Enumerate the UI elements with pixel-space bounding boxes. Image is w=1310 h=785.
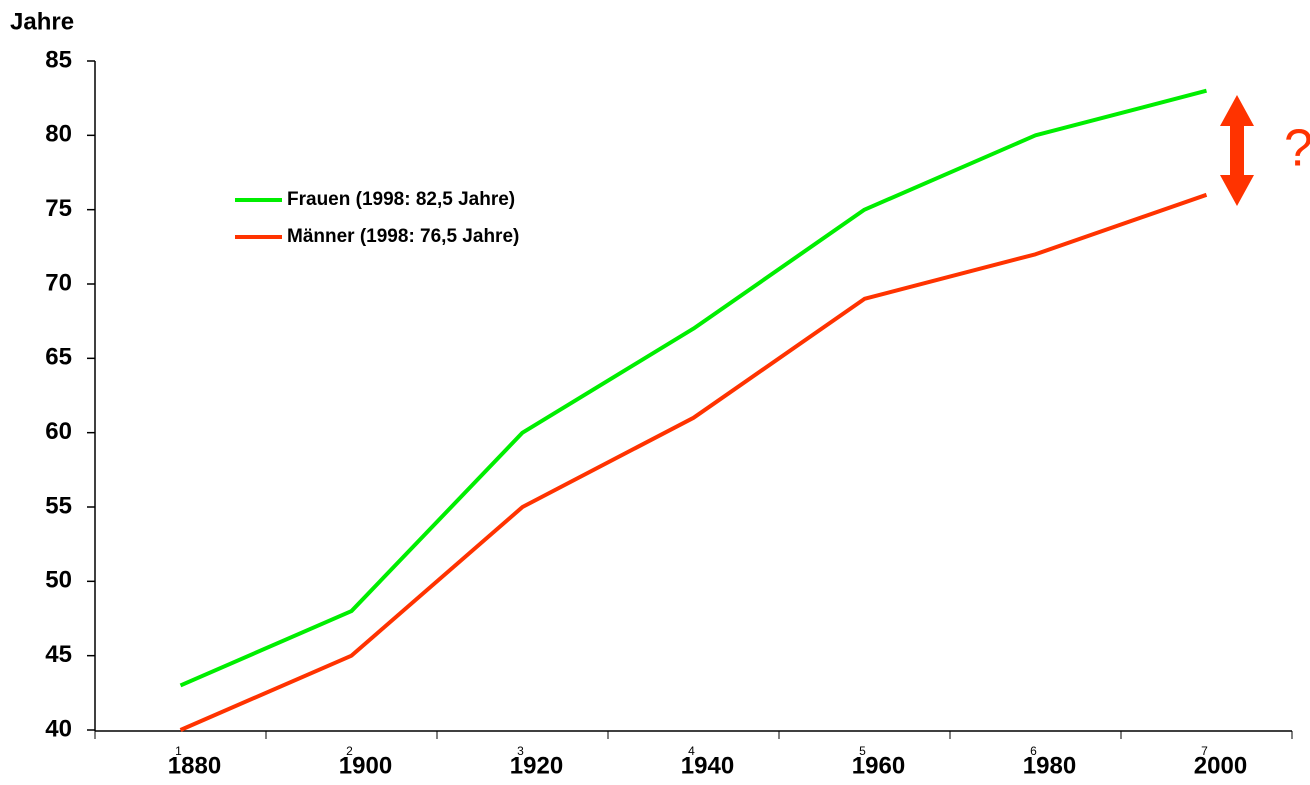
x-tick-label: 1940 [681, 752, 734, 779]
category-number: 5 [859, 744, 866, 758]
x-tick-label: 2000 [1194, 752, 1247, 779]
y-tick-label: 65 [45, 344, 72, 371]
category-number: 2 [346, 744, 353, 758]
y-tick-label: 75 [45, 195, 72, 222]
legend-label: Männer (1998: 76,5 Jahre) [287, 226, 519, 247]
series-line [179, 88, 1208, 688]
category-number: 4 [688, 744, 695, 758]
y-tick-label: 55 [45, 492, 72, 519]
y-tick-label: 60 [45, 418, 72, 445]
category-number: 1 [175, 744, 182, 758]
x-tick-label: 1900 [339, 752, 392, 779]
legend-label: Frauen (1998: 82,5 Jahre) [287, 189, 515, 210]
y-tick-label: 45 [45, 641, 72, 668]
category-number: 6 [1030, 744, 1037, 758]
y-tick-label: 80 [45, 121, 72, 148]
gap-arrow [1220, 95, 1254, 206]
series-line [179, 192, 1208, 732]
x-tick-label: 1920 [510, 752, 563, 779]
x-tick-label: 1880 [168, 752, 221, 779]
y-tick-label: 85 [45, 46, 72, 73]
x-tick-label: 1980 [1023, 752, 1076, 779]
category-number: 3 [517, 744, 524, 758]
y-tick-label: 40 [45, 715, 72, 742]
category-number: 7 [1201, 744, 1208, 758]
annotation: ? [1284, 120, 1310, 178]
y-axis-label: Jahre [10, 8, 74, 35]
y-tick-label: 50 [45, 567, 72, 594]
y-tick-label: 70 [45, 269, 72, 296]
x-tick-label: 1960 [852, 752, 905, 779]
